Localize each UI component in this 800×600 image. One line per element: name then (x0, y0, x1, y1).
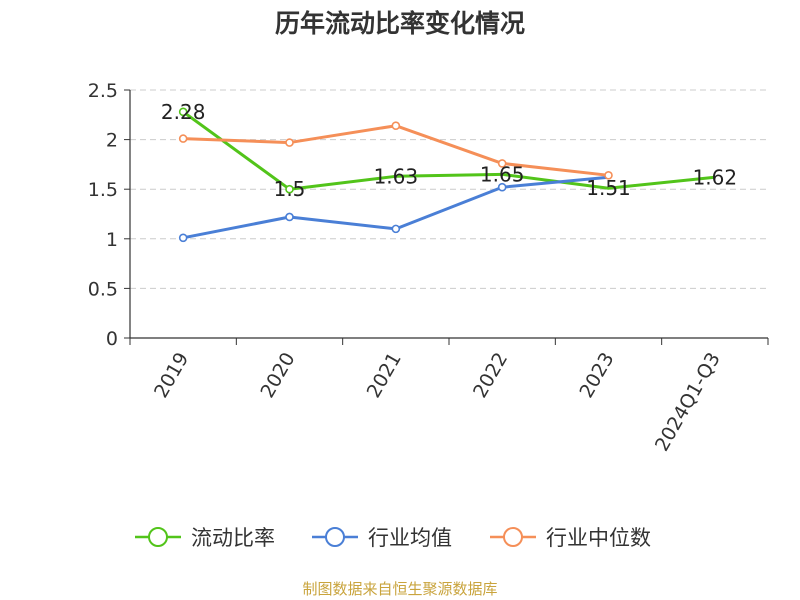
data-label: 2.28 (161, 100, 206, 124)
data-point (497, 182, 507, 192)
x-tick-label: 2020 (256, 349, 299, 402)
legend-marker (503, 527, 523, 547)
data-point (285, 138, 294, 147)
data-point (604, 171, 613, 180)
y-tick-label: 2 (106, 130, 118, 152)
x-tick-label: 2019 (150, 349, 193, 402)
y-tick-label: 0 (106, 328, 118, 350)
data-label: 1.62 (693, 165, 738, 189)
data-source-note: 制图数据来自恒生聚源数据库 (302, 580, 498, 598)
data-label: 1.51 (586, 176, 631, 200)
legend-label: 行业均值 (368, 526, 452, 550)
data-point (178, 233, 188, 243)
y-tick-label: 2.5 (88, 80, 118, 102)
data-point (178, 107, 188, 117)
x-tick-label: 2023 (575, 349, 618, 402)
data-point (178, 134, 188, 143)
y-tick-label: 1.5 (88, 179, 118, 201)
chart-title: 历年流动比率变化情况 (274, 9, 525, 38)
y-tick-label: 1 (106, 229, 118, 251)
data-label: 1.63 (374, 164, 419, 188)
x-tick-label: 2022 (469, 349, 512, 402)
legend-label: 流动比率 (191, 526, 275, 550)
data-point (285, 184, 294, 194)
data-label: 1.5 (274, 177, 306, 201)
legend-item: 流动比率 (135, 526, 275, 550)
data-point (285, 212, 294, 222)
legend-item: 行业中位数 (490, 526, 651, 550)
data-point (497, 159, 507, 168)
legend-item: 行业均值 (312, 526, 452, 550)
legend-label: 行业中位数 (546, 526, 651, 550)
x-tick-label: 2021 (363, 349, 406, 402)
legend-marker (148, 527, 168, 547)
data-point (391, 224, 401, 234)
legend-marker (325, 527, 345, 547)
data-label: 1.65 (480, 162, 525, 186)
series-line-0 (182, 110, 715, 191)
x-tick-label: 2024Q1-Q3 (651, 349, 725, 455)
data-point (391, 121, 401, 131)
y-tick-label: 0.5 (88, 278, 118, 300)
